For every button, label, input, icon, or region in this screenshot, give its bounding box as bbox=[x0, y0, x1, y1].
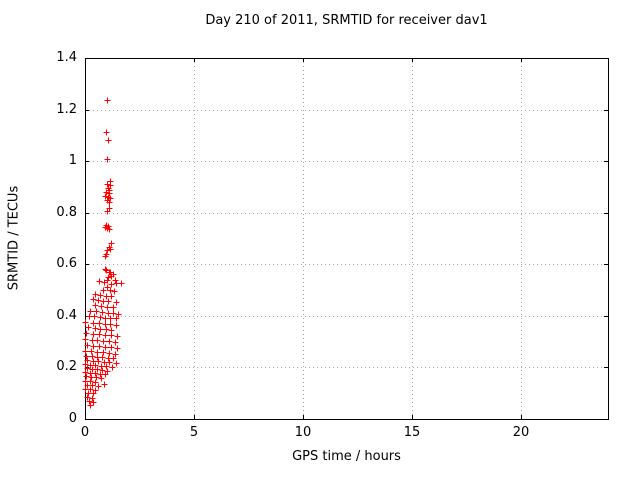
scatter-points-srmtid bbox=[82, 97, 125, 409]
x-tick-label: 15 bbox=[403, 425, 421, 440]
x-tick-label: 20 bbox=[512, 425, 530, 440]
y-tick-label: 0.2 bbox=[56, 359, 77, 374]
y-tick-label: 0.6 bbox=[56, 256, 77, 271]
chart-title: Day 210 of 2011, SRMTID for receiver dav… bbox=[205, 13, 488, 28]
plot-border bbox=[85, 58, 609, 420]
y-tick-label: 0.8 bbox=[56, 205, 77, 220]
x-axis-title: GPS time / hours bbox=[292, 449, 401, 464]
x-tick-label: 0 bbox=[80, 425, 90, 440]
y-tick-label: 1.2 bbox=[56, 102, 77, 117]
y-tick-label: 0.4 bbox=[56, 308, 77, 323]
y-tick-label: 1 bbox=[68, 153, 77, 168]
x-tick-label: 5 bbox=[189, 425, 199, 440]
x-tick-label: 10 bbox=[294, 425, 312, 440]
y-tick-label: 1.4 bbox=[56, 50, 77, 65]
y-tick-label: 0 bbox=[68, 411, 77, 426]
